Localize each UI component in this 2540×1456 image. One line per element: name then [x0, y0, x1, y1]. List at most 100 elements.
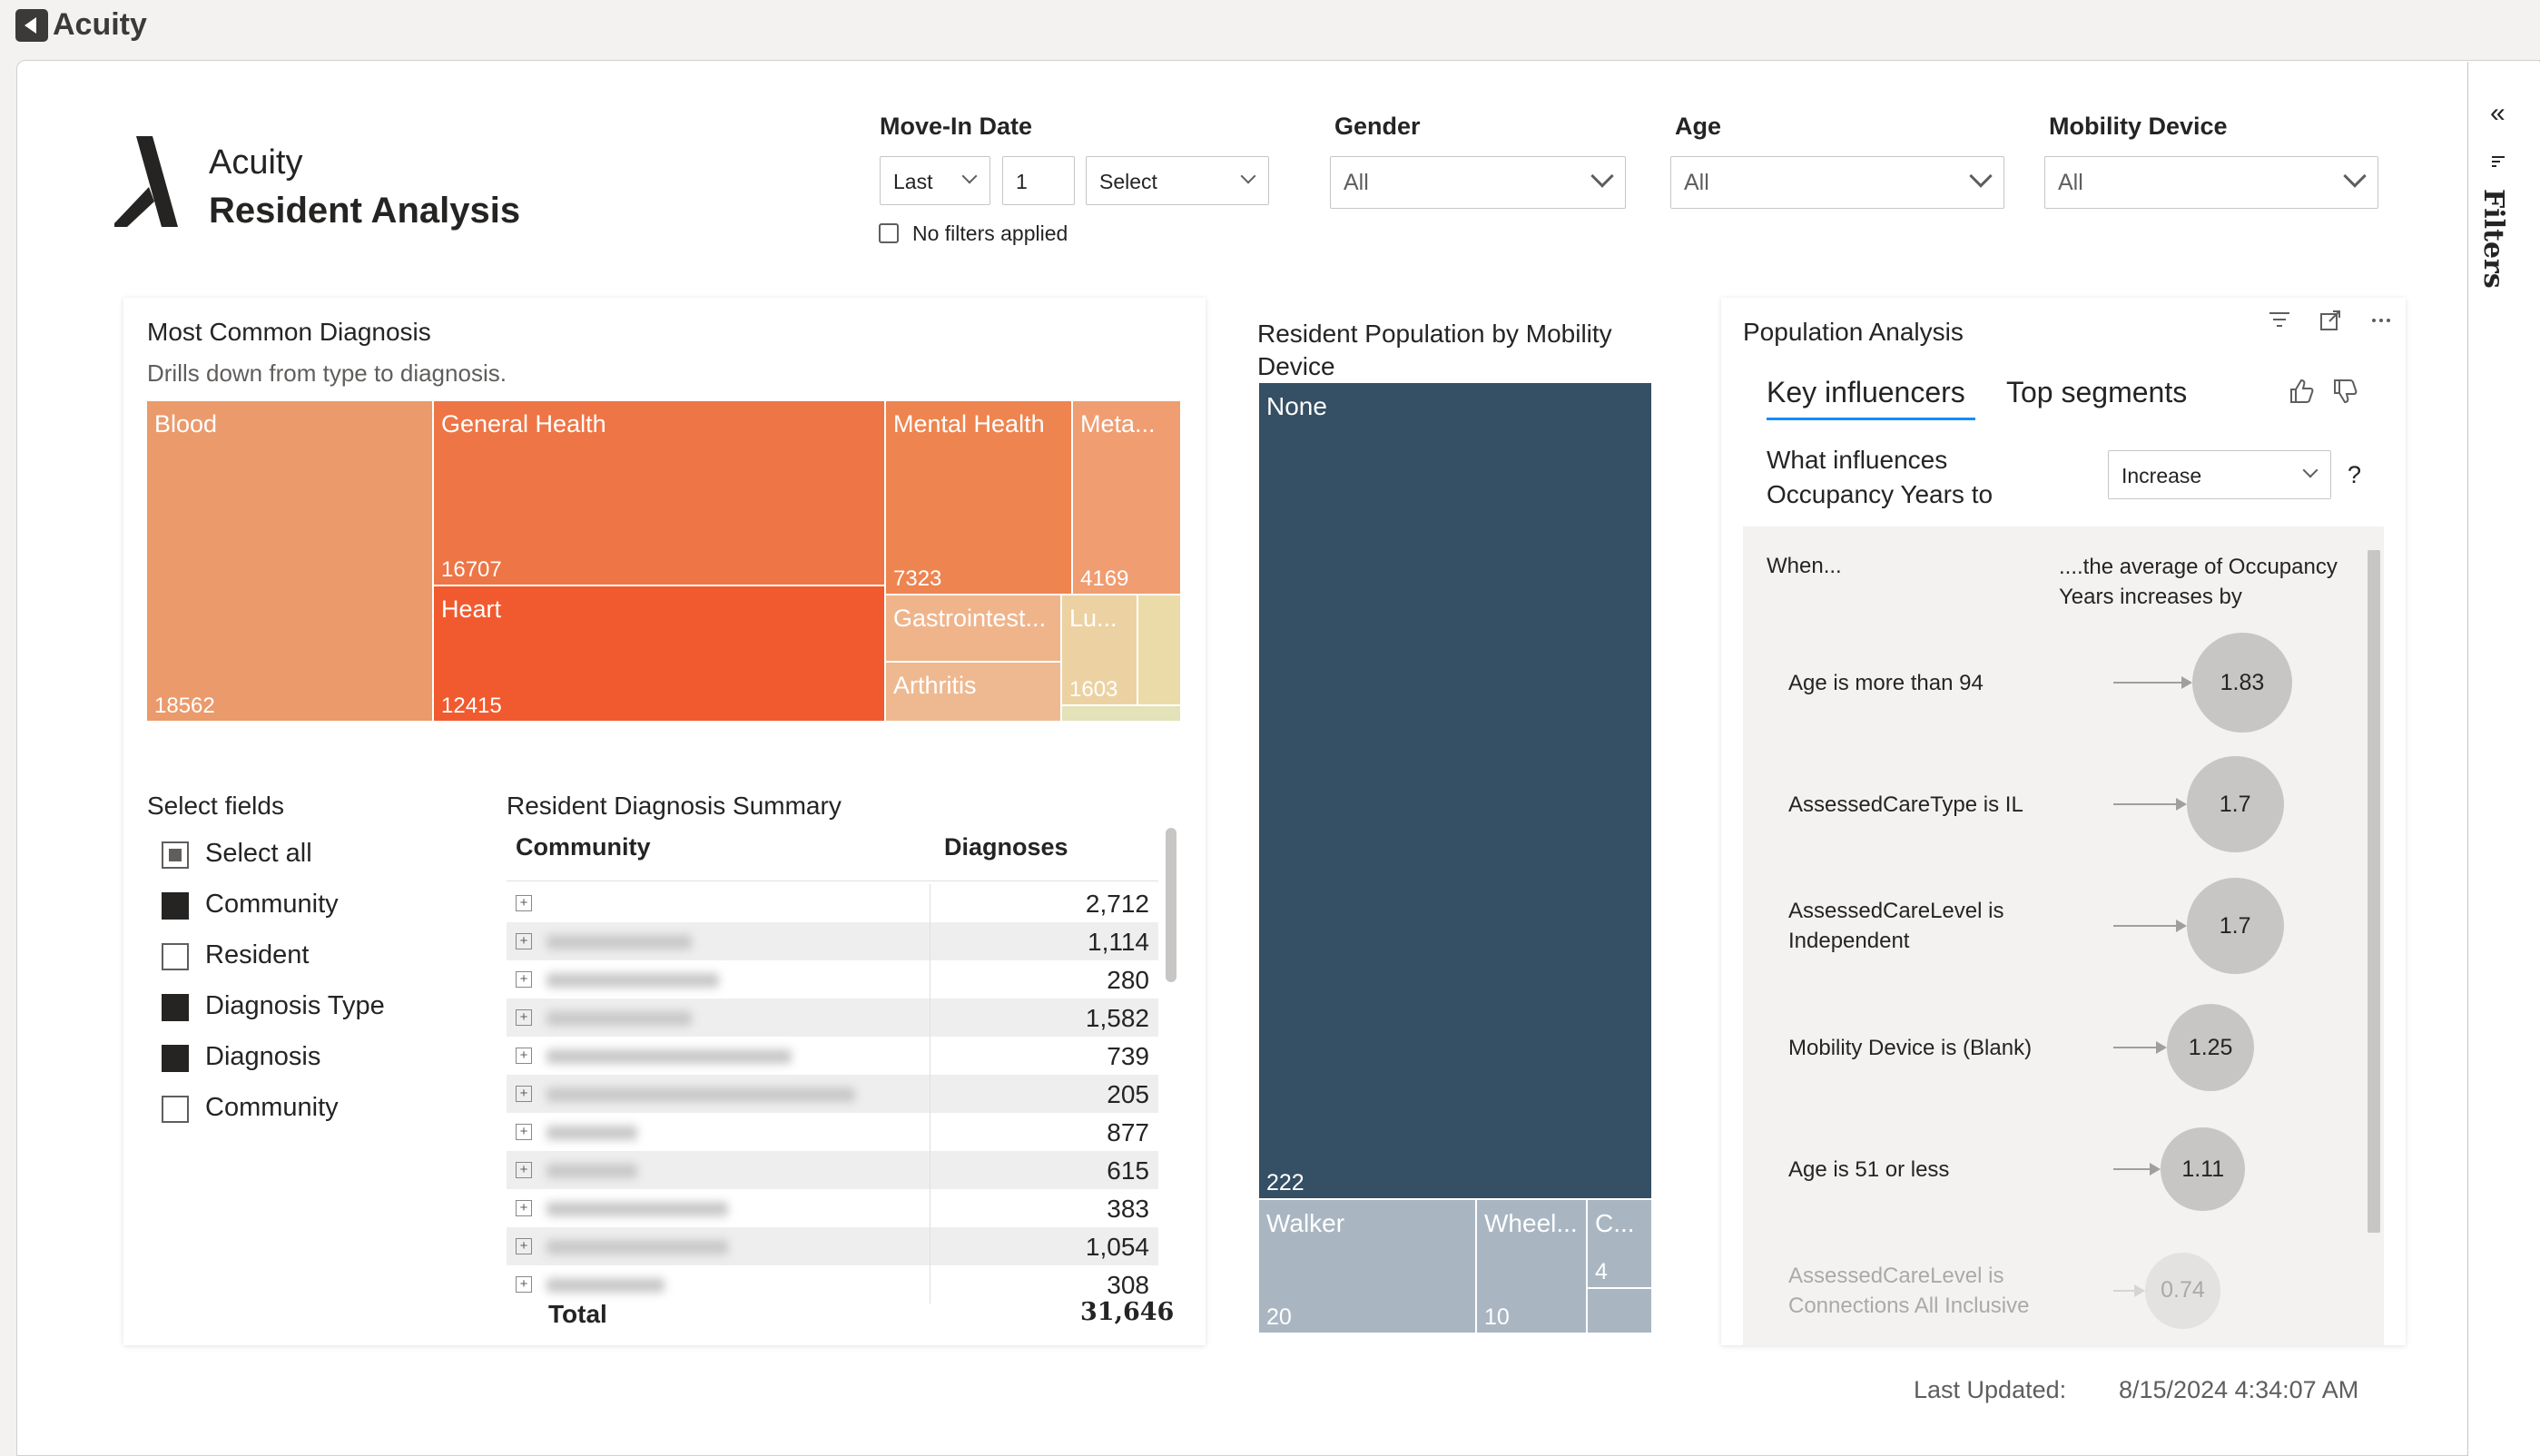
diagnoses-cell: 308: [1107, 1271, 1149, 1299]
checkbox[interactable]: [162, 994, 189, 1021]
checkbox[interactable]: [162, 1096, 189, 1123]
checkbox[interactable]: [162, 943, 189, 970]
treemap-tile-other-2[interactable]: [1060, 704, 1182, 723]
brand-name: Acuity: [209, 143, 303, 182]
tab-key-influencers[interactable]: Key influencers: [1767, 376, 1965, 408]
page-title: Resident Analysis: [209, 191, 521, 231]
expand-icon[interactable]: +: [516, 1238, 532, 1254]
table-row[interactable]: +1,054: [507, 1227, 1158, 1265]
treemap-tile-arthritis[interactable]: Arthritis: [884, 661, 1062, 723]
thumbs-up-icon[interactable]: [2288, 378, 2315, 405]
influencer-label[interactable]: AssessedCareLevel is Connections All Inc…: [1788, 1264, 2030, 1318]
checkbox[interactable]: [162, 892, 189, 920]
influencer-label[interactable]: AssessedCareLevel is Independent: [1788, 899, 2004, 953]
influencer-bubble[interactable]: 1.25: [2167, 1003, 2255, 1092]
chevron-down-icon: [1590, 164, 1614, 188]
checkbox[interactable]: [162, 841, 189, 869]
population-analysis-title: Population Analysis: [1743, 318, 1964, 346]
expand-icon[interactable]: +: [516, 1200, 532, 1216]
table-row[interactable]: +1,582: [507, 999, 1158, 1037]
influencer-label[interactable]: Age is more than 94: [1788, 671, 1984, 695]
app-bar: Acuity: [0, 0, 2540, 56]
mobility-device-dropdown[interactable]: All: [2044, 156, 2378, 209]
back-icon[interactable]: [15, 9, 48, 42]
move-in-period-dropdown[interactable]: Last: [880, 156, 990, 205]
help-icon[interactable]: ?: [2348, 461, 2362, 488]
diagnoses-cell: 877: [1107, 1118, 1149, 1146]
influencers-scrollbar[interactable]: [2368, 550, 2380, 1233]
expand-icon[interactable]: +: [516, 1086, 532, 1102]
table-row[interactable]: +383: [507, 1189, 1158, 1227]
influencer-label[interactable]: Age is 51 or less: [1788, 1157, 1950, 1182]
last-updated-label: Last Updated:: [1914, 1376, 2067, 1403]
influencer-bubble[interactable]: 1.83: [2192, 633, 2292, 733]
checkbox[interactable]: [162, 1045, 189, 1072]
more-options-icon[interactable]: [2369, 309, 2393, 332]
tab-top-segments[interactable]: Top segments: [2006, 376, 2188, 408]
table-row[interactable]: +877: [507, 1113, 1158, 1151]
influencer-bubble[interactable]: 1.11: [2161, 1126, 2246, 1212]
mobility-device-value: All: [2058, 170, 2083, 195]
mobility-tile-none[interactable]: None 222: [1257, 381, 1653, 1200]
expand-icon[interactable]: +: [516, 933, 532, 949]
focus-mode-icon[interactable]: [2318, 309, 2342, 332]
mobility-tile-wheelchair[interactable]: Wheel... 10: [1475, 1198, 1588, 1334]
arrow-right-icon: [2175, 798, 2187, 811]
influencer-label[interactable]: Mobility Device is (Blank): [1788, 1036, 2033, 1060]
arrow-right-icon: [2133, 1284, 2145, 1297]
table-scrollbar[interactable]: [1166, 828, 1176, 982]
expand-icon[interactable]: +: [516, 1009, 532, 1026]
filters-pane-label[interactable]: Filters: [2477, 189, 2509, 289]
mobility-tile-other[interactable]: [1586, 1287, 1653, 1334]
diagnosis-treemap-title: Most Common Diagnosis: [147, 318, 431, 346]
expand-icon[interactable]: +: [516, 1276, 532, 1293]
treemap-tile-other-1[interactable]: [1137, 594, 1182, 706]
table-row[interactable]: +1,114: [507, 922, 1158, 960]
table-row[interactable]: +2,712: [507, 884, 1158, 922]
redacted-community-name: [546, 973, 719, 988]
mobility-tile-cane[interactable]: C... 4: [1586, 1198, 1653, 1289]
expand-icon[interactable]: +: [516, 1162, 532, 1178]
move-in-status: No filters applied: [912, 221, 1068, 245]
redacted-community-name: [546, 935, 692, 949]
move-in-period-value: Last: [893, 170, 933, 193]
move-in-unit-dropdown[interactable]: Select: [1086, 156, 1269, 205]
header-divider: [507, 880, 1158, 881]
expand-icon[interactable]: +: [516, 971, 532, 988]
gender-dropdown[interactable]: All: [1330, 156, 1626, 209]
influencer-bubble[interactable]: 0.74: [2144, 1253, 2221, 1329]
influencer-label[interactable]: AssessedCareType is IL: [1788, 792, 2023, 817]
mobility-tile-walker[interactable]: Walker 20: [1257, 1198, 1477, 1334]
table-total-label: Total: [548, 1300, 607, 1328]
table-row[interactable]: +739: [507, 1037, 1158, 1075]
expand-icon[interactable]: +: [516, 1124, 532, 1140]
influencer-connector: [2113, 1168, 2151, 1170]
age-dropdown[interactable]: All: [1670, 156, 2004, 209]
expand-icon[interactable]: +: [516, 1048, 532, 1064]
expand-icon[interactable]: +: [516, 895, 532, 911]
filter-icon[interactable]: [2268, 309, 2291, 332]
filters-pane[interactable]: « Filters: [2467, 62, 2540, 1456]
redacted-community-name: [546, 1278, 665, 1293]
arrow-right-icon: [2156, 1041, 2168, 1054]
treemap-tile-heart[interactable]: Heart 12415: [432, 585, 886, 723]
column-header-community[interactable]: Community: [516, 833, 651, 861]
move-in-count-input[interactable]: 1: [1002, 156, 1075, 205]
column-header-diagnoses[interactable]: Diagnoses: [944, 833, 1068, 861]
influencer-bubble[interactable]: 1.7: [2186, 877, 2284, 975]
treemap-tile-metabolic[interactable]: Meta... 4169: [1071, 399, 1182, 595]
treemap-tile-gastrointestinal[interactable]: Gastrointest...: [884, 594, 1062, 663]
collapse-filters-icon[interactable]: «: [2490, 98, 2506, 128]
treemap-tile-lung[interactable]: Lu... 1603: [1060, 594, 1138, 706]
table-row[interactable]: +205: [507, 1075, 1158, 1113]
influencer-bubble[interactable]: 1.7: [2186, 755, 2284, 853]
treemap-tile-mental-health[interactable]: Mental Health 7323: [884, 399, 1073, 595]
treemap-tile-general-health[interactable]: General Health 16707: [432, 399, 886, 586]
table-row[interactable]: +280: [507, 960, 1158, 999]
thumbs-down-icon[interactable]: [2331, 378, 2358, 405]
table-row[interactable]: +615: [507, 1151, 1158, 1189]
direction-dropdown[interactable]: Increase: [2108, 450, 2331, 499]
diagnoses-cell: 1,114: [1088, 928, 1149, 956]
treemap-tile-blood[interactable]: Blood 18562: [145, 399, 434, 723]
table-row[interactable]: +308: [507, 1265, 1158, 1304]
